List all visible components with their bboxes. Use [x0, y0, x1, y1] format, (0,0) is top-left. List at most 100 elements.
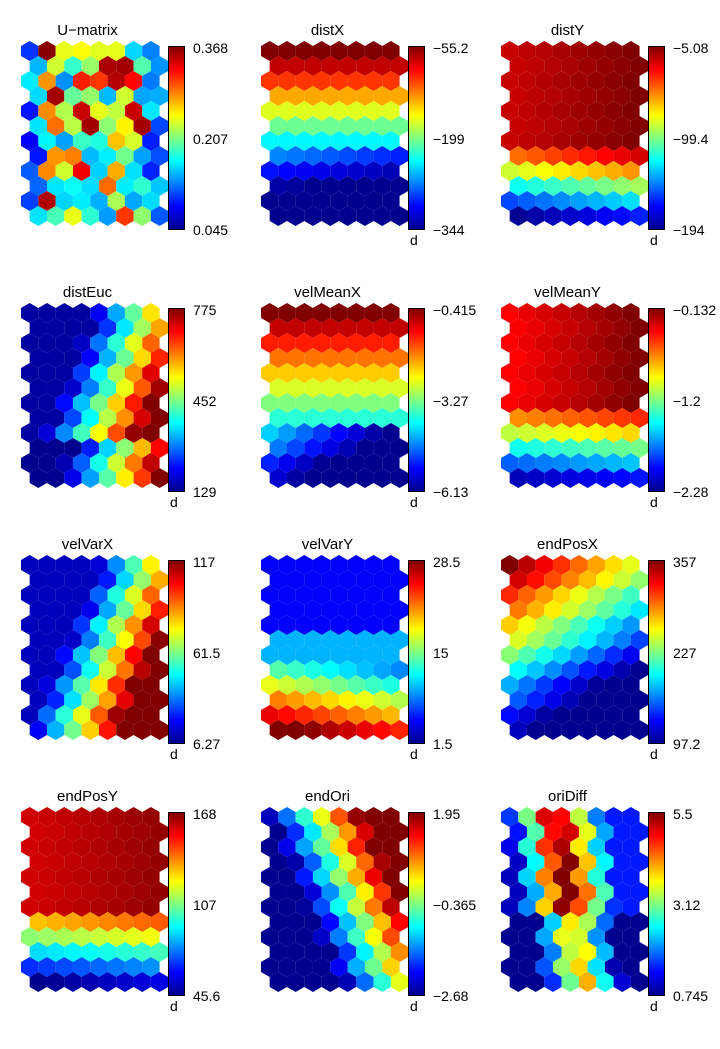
colorbar-unit-label: d	[170, 746, 178, 762]
hex-cell	[613, 438, 631, 458]
hex-cell	[21, 645, 39, 665]
hex-cell	[509, 438, 527, 458]
hex-cell	[356, 852, 374, 872]
hex-cell	[142, 191, 160, 211]
hex-cell	[261, 675, 279, 695]
hex-cell	[604, 363, 623, 383]
hex-cell	[64, 912, 82, 932]
hex-cell	[90, 927, 108, 947]
hex-cell	[544, 942, 562, 962]
hex-cell	[107, 957, 125, 977]
hex-cell	[269, 408, 287, 428]
hex-cell	[312, 101, 331, 121]
plane-title: velMeanY	[534, 284, 601, 301]
hex-cell	[142, 837, 160, 857]
hex-cell	[133, 630, 151, 650]
hex-cell	[286, 570, 305, 590]
hex-cell	[278, 585, 296, 605]
colorbar-tick-label: 28.5	[433, 554, 461, 570]
hex-cell	[38, 41, 56, 61]
hex-cell	[21, 807, 39, 827]
hex-cell	[133, 348, 151, 368]
hex-cell	[535, 675, 553, 695]
hex-cell	[364, 675, 383, 695]
hex-cell	[552, 645, 571, 665]
colorbar-tick-label: 0.745	[673, 988, 709, 1004]
hex-cell	[304, 348, 322, 368]
hex-cell	[116, 660, 134, 680]
hex-cell	[526, 348, 545, 368]
hex-cell	[526, 882, 545, 902]
hex-cell	[261, 957, 279, 977]
hex-cell	[373, 116, 391, 136]
hex-cell	[518, 393, 536, 413]
hex-cell	[622, 453, 640, 473]
hex-cell	[81, 570, 99, 590]
hex-cell	[544, 690, 562, 710]
hex-cell	[330, 927, 348, 947]
hex-cell	[98, 86, 117, 106]
hex-cell	[295, 867, 313, 887]
hex-cell	[81, 56, 99, 76]
hex-cell	[29, 176, 47, 196]
hex-cell	[312, 191, 331, 211]
hex-cell	[570, 161, 588, 181]
hex-cell	[364, 453, 383, 473]
hex-cell	[261, 585, 279, 605]
hexagonal-map	[261, 807, 409, 992]
hex-cell	[596, 972, 614, 992]
hex-cell	[338, 438, 357, 458]
hex-cell	[150, 378, 169, 398]
hex-cell	[133, 972, 151, 992]
hex-cell	[578, 882, 597, 902]
hex-cell	[116, 56, 134, 76]
plane-title: distEuc	[62, 284, 113, 301]
hex-cell	[578, 176, 597, 196]
hex-cell	[587, 957, 605, 977]
colorbar-unit-label: d	[410, 232, 418, 248]
hex-cell	[29, 468, 47, 488]
hex-cell	[81, 408, 99, 428]
hex-cell	[622, 867, 640, 887]
hex-cell	[526, 116, 545, 136]
hex-cell	[535, 161, 553, 181]
colorbar	[168, 308, 185, 492]
hex-cell	[526, 690, 545, 710]
hex-cell	[269, 56, 287, 76]
hex-cell	[124, 453, 143, 473]
hex-cell	[630, 720, 649, 740]
hex-cell	[604, 675, 623, 695]
hex-cell	[501, 867, 519, 887]
hex-cell	[613, 348, 631, 368]
hex-cell	[150, 630, 169, 650]
hex-cell	[21, 393, 39, 413]
colorbar-unit-label: d	[650, 746, 658, 762]
hex-cell	[526, 378, 545, 398]
hex-cell	[55, 957, 73, 977]
hex-cell	[578, 468, 597, 488]
hex-cell	[90, 645, 108, 665]
hex-cell	[501, 615, 519, 635]
hex-cell	[64, 690, 82, 710]
colorbar-unit-label: d	[650, 494, 658, 510]
hex-cell	[501, 71, 519, 91]
hex-cell	[286, 972, 305, 992]
hex-cell	[330, 423, 348, 443]
hex-cell	[373, 852, 391, 872]
hex-cell	[347, 303, 365, 323]
hex-cell	[596, 660, 614, 680]
hex-cell	[382, 303, 400, 323]
hex-cell	[116, 690, 134, 710]
hex-cell	[330, 191, 348, 211]
hex-cell	[21, 41, 39, 61]
plane-title: distX	[310, 22, 345, 39]
hex-cell	[116, 822, 134, 842]
hex-cell	[72, 957, 91, 977]
hex-cell	[116, 570, 134, 590]
hex-cell	[38, 867, 56, 887]
hex-cell	[261, 363, 279, 383]
hex-cell	[55, 837, 73, 857]
hex-cell	[133, 570, 151, 590]
hex-cell	[98, 56, 117, 76]
hex-cell	[356, 468, 374, 488]
